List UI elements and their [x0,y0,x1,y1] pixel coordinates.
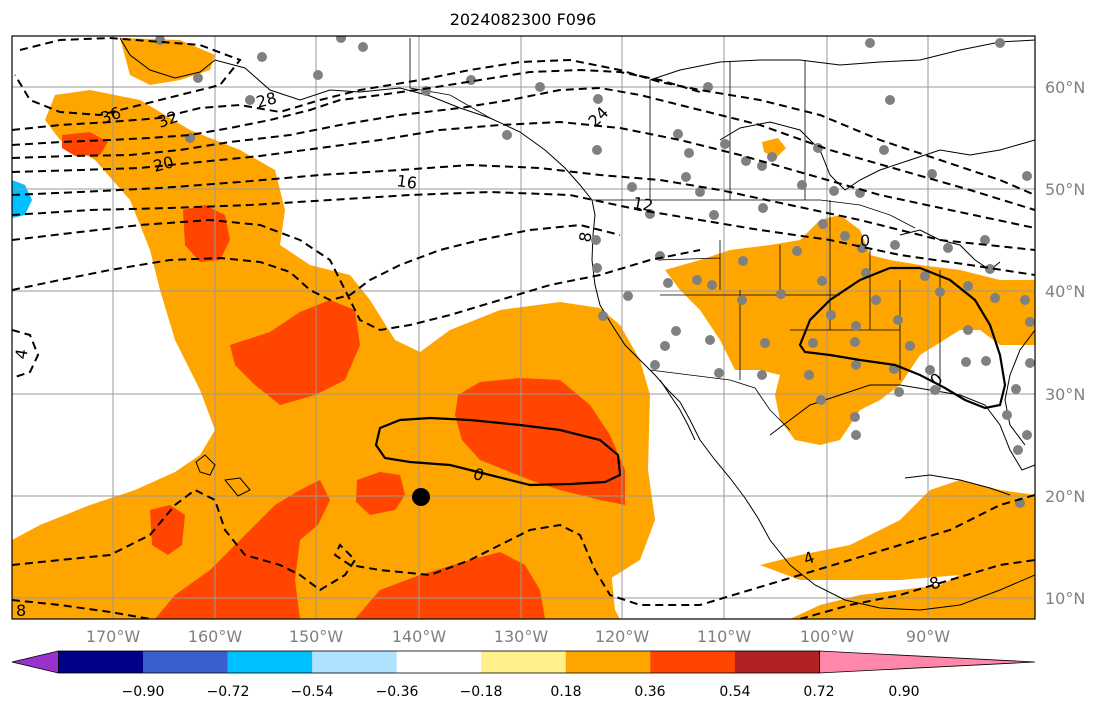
contour-16 [12,163,1035,251]
colorbar-cell [312,651,398,673]
map-frame [11,35,1036,620]
contour-32 [12,58,1035,196]
contour-label: 4 [11,347,31,360]
colorbar-cell [650,651,736,673]
contour-4-pac [12,223,621,302]
contour-28 [12,68,701,146]
lat-label: 50°N [1045,180,1085,199]
colorbar-tick-label: 0.36 [634,684,665,700]
colorbar-labels: −0.90 −0.72 −0.54 −0.36 −0.18 0.18 0.36 … [122,684,920,700]
colorbar-tick-label: −0.90 [122,684,165,700]
center-marker [412,488,430,506]
lat-label: 30°N [1045,385,1085,404]
colorbar-tick-label: 0.72 [803,684,834,700]
lat-label: 40°N [1045,282,1085,301]
colorbar-tick-label: −0.18 [460,684,503,700]
shade-red-5 [356,472,405,515]
coastlines [119,37,1035,611]
coast-cuba [904,474,1011,496]
colorbar-cell [143,651,229,673]
shading-red [62,132,625,619]
shade-red-8 [355,552,545,619]
colorbar-tick-label: 0.54 [719,684,750,700]
lat-label: 20°N [1045,487,1085,506]
map-title: 2024082300 F096 [450,10,597,29]
contour-4-south [12,488,1035,606]
border-states-1 [657,200,941,390]
colorbar-extend-left [11,650,59,674]
colorbar-frame [58,650,820,674]
contour-8-south [12,559,1035,619]
lon-label: 160°W [188,627,243,646]
lon-label: 170°W [86,627,141,646]
colorbar-cell [227,651,313,673]
border-us-mexico [649,369,791,431]
colorbar-cell [58,651,144,673]
coast-canada-north [649,39,1035,81]
coast-us-west [591,199,1035,611]
contour-12 [12,190,1035,276]
coast-east-us [1004,329,1035,446]
contour-label: 20 [151,152,176,176]
colorbar-cells [11,650,1036,674]
colorbar-cell [481,651,567,673]
contour-0-us [798,266,1007,410]
lon-labels: 170°W 160°W 150°W 140°W 130°W 120°W 110°… [86,627,950,646]
coast-hawaii [195,454,251,497]
colorbar-cell [734,651,820,673]
contour-4-west [12,329,40,379]
coast-alaska-west [119,37,593,201]
lon-label: 140°W [392,627,447,646]
contour-8 [12,218,701,332]
contour-label: 8 [16,601,26,620]
shade-red-3 [230,300,360,405]
contour-label: 16 [395,171,418,193]
contour-label: 0 [860,231,870,250]
shade-hudson-orange [762,138,786,158]
lon-label: 100°W [800,627,855,646]
contour-0-pacific [374,416,622,487]
lon-label: 110°W [697,627,752,646]
colorbar-tick-label: 0.90 [888,684,919,700]
lat-labels: 60°N 50°N 40°N 30°N 20°N 10°N [1045,78,1085,608]
shade-red-4 [455,378,625,505]
coast-baja [659,379,696,441]
colorbar-extend-right [819,650,1036,674]
contour-label: 28 [254,88,279,112]
lat-label: 10°N [1045,589,1085,608]
station-dots [155,36,1035,508]
shade-red-7 [155,480,330,619]
contour-label: 8 [575,230,595,243]
shade-red-6 [150,505,185,555]
colorbar-tick-label: −0.72 [207,684,250,700]
map-panel: 36 32 28 24 20 16 12 8 4 0 0 0 4 8 8 4 [11,36,1035,620]
lat-label: 60°N [1045,78,1085,97]
colorbar-tick-label: −0.54 [291,684,334,700]
colorbar-cell [565,651,651,673]
shade-caribbean-orange [760,480,1035,619]
contours-solid [374,266,1007,487]
coast-hudson [719,121,1035,191]
gridlines [12,36,1035,619]
lon-label: 130°W [494,627,549,646]
shade-red-1 [62,132,108,156]
contours-dashed [12,36,1035,619]
contour-label: 12 [631,193,654,215]
shade-alaska-orange [120,38,215,85]
colorbar-tick-label: −0.36 [376,684,419,700]
contour-36 [14,36,242,117]
colorbar: −0.90 −0.72 −0.54 −0.36 −0.18 0.18 0.36 … [11,650,1036,700]
lon-label: 150°W [289,627,344,646]
colorbar-tick-label: 0.18 [550,684,581,700]
colorbar-cell [396,651,482,673]
lon-label: 90°W [906,627,950,646]
shade-red-2 [183,205,230,262]
lon-label: 120°W [595,627,650,646]
